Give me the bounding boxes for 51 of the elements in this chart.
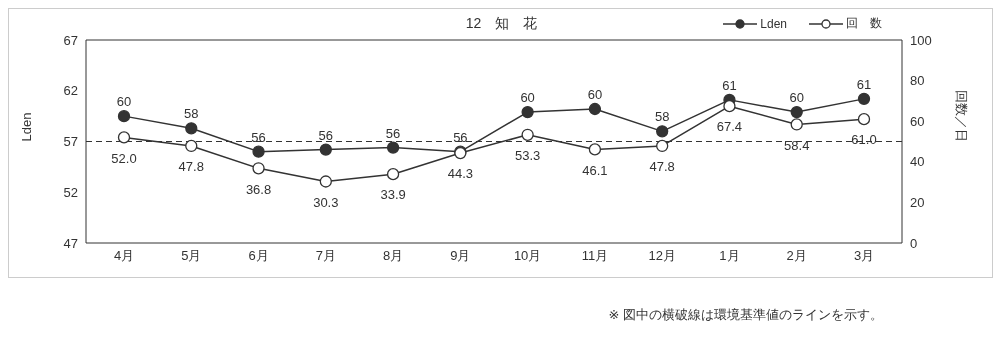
x-tick-label: 8月 (382, 248, 404, 264)
y-axis-title: Lden (18, 112, 34, 142)
y2-tick-label: 60 (910, 113, 925, 129)
data-label: 53.3 (514, 148, 541, 164)
text: ※ 図中の横破線は環境基準値のラインを示す。 (607, 306, 884, 324)
x-tick-label: 7月 (315, 248, 336, 264)
x-tick-label: 10月 (513, 248, 542, 264)
y-tick-label: 57 (63, 134, 78, 150)
data-label: 60 (587, 87, 603, 103)
y-tick-label: 47 (63, 235, 78, 251)
y2-tick-label: 20 (910, 195, 925, 211)
legend-label: 回 数 (846, 15, 882, 32)
x-tick-label: 1月 (719, 248, 740, 264)
y2-tick-label: 0 (910, 235, 918, 251)
data-label: 60 (116, 94, 132, 110)
x-tick-label: 9月 (450, 248, 471, 264)
data-label: 60 (520, 90, 535, 106)
y2-tick-label: 80 (910, 73, 925, 89)
data-label: 61.0 (851, 132, 877, 148)
data-label: 56 (385, 125, 401, 141)
x-tick-label: 4月 (113, 248, 135, 264)
data-label: 56 (318, 127, 334, 143)
y2-tick-label: 100 (910, 32, 932, 48)
y2-tick-label: 40 (910, 154, 925, 170)
x-tick-label: 6月 (248, 248, 269, 264)
data-label: 60 (789, 90, 804, 106)
legend-label: Lden (760, 16, 787, 31)
data-label: 56 (251, 129, 266, 145)
data-label: 46.1 (582, 162, 608, 178)
y2-axis-title: 回数／日 (954, 89, 970, 142)
data-label: 58 (184, 106, 199, 122)
data-label: 47.8 (649, 159, 675, 175)
data-label: 33.9 (380, 187, 406, 203)
data-label: 58 (654, 109, 670, 125)
data-label: 30.3 (313, 194, 339, 210)
chart-title: 12 知 花 (465, 15, 538, 31)
data-label: 47.8 (178, 159, 204, 175)
x-tick-label: 5月 (181, 248, 202, 264)
y-tick-label: 67 (63, 32, 78, 48)
x-tick-label: 11月 (581, 248, 609, 264)
data-label: 61 (722, 77, 737, 93)
x-tick-label: 12月 (648, 248, 676, 264)
data-label: 61 (856, 76, 872, 92)
data-label: 44.3 (447, 166, 474, 182)
x-tick-label: 3月 (853, 248, 875, 264)
y-tick-label: 62 (63, 83, 78, 99)
y-tick-label: 52 (63, 184, 78, 200)
data-label: 52.0 (111, 150, 137, 166)
data-label: 67.4 (716, 119, 743, 135)
data-label: 36.8 (245, 181, 272, 197)
x-tick-label: 2月 (786, 248, 807, 264)
